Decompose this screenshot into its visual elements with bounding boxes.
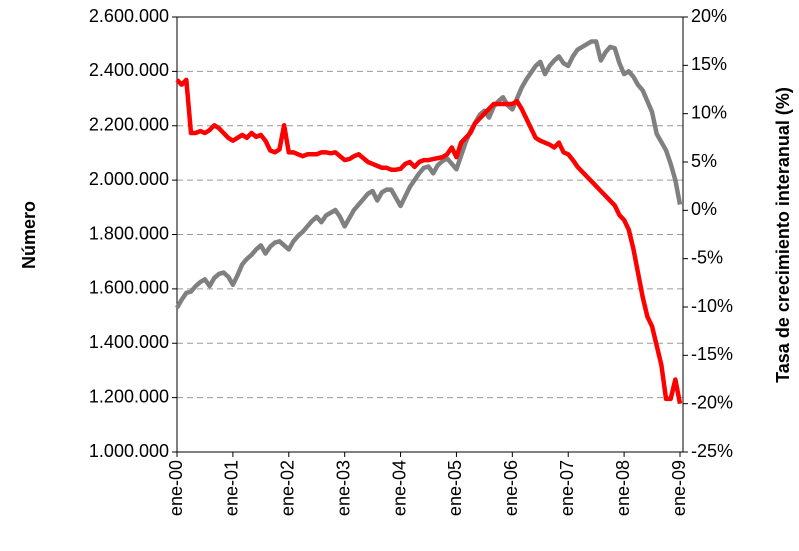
y-tick-label: 2.000.000 <box>89 169 169 189</box>
y2-tick-label: -5% <box>691 247 723 267</box>
y2-tick-label: 5% <box>691 151 717 171</box>
y2-tick-label: -20% <box>691 392 733 412</box>
x-tick-label: ene-02 <box>278 460 298 516</box>
y2-tick-label: -10% <box>691 296 733 316</box>
y2-axis-title: Tasa de crecimiento interanual (%) <box>773 87 793 383</box>
x-tick-label: ene-09 <box>669 460 689 516</box>
x-tick-label: ene-01 <box>222 460 242 516</box>
x-tick-label: ene-07 <box>557 460 577 516</box>
x-tick-label: ene-04 <box>389 460 409 516</box>
x-tick-label: ene-03 <box>333 460 353 516</box>
y-tick-label: 1.600.000 <box>89 278 169 298</box>
y-tick-label: 1.800.000 <box>89 223 169 243</box>
y2-tick-label: 10% <box>691 102 727 122</box>
y-tick-label: 1.200.000 <box>89 386 169 406</box>
x-tick-label: ene-05 <box>445 460 465 516</box>
y2-tick-label: 0% <box>691 199 717 219</box>
plot-frame <box>176 16 684 453</box>
y2-tick-label: 20% <box>691 6 727 26</box>
x-tick-label: ene-00 <box>166 460 186 516</box>
y-tick-label: 2.400.000 <box>89 60 169 80</box>
y-tick-label: 1.000.000 <box>89 441 169 461</box>
y2-tick-label: 15% <box>691 54 727 74</box>
y2-tick-label: -25% <box>691 441 733 461</box>
line-series <box>175 77 683 405</box>
y-tick-label: 2.600.000 <box>89 6 169 26</box>
y-tick-label: 1.400.000 <box>89 332 169 352</box>
x-tick-label: ene-06 <box>501 460 521 516</box>
y2-tick-label: -15% <box>691 344 733 364</box>
line-series <box>175 39 683 310</box>
y-tick-label: 2.200.000 <box>89 115 169 135</box>
x-tick-label: ene-08 <box>613 460 633 516</box>
y-axis-title: Número <box>19 201 39 269</box>
